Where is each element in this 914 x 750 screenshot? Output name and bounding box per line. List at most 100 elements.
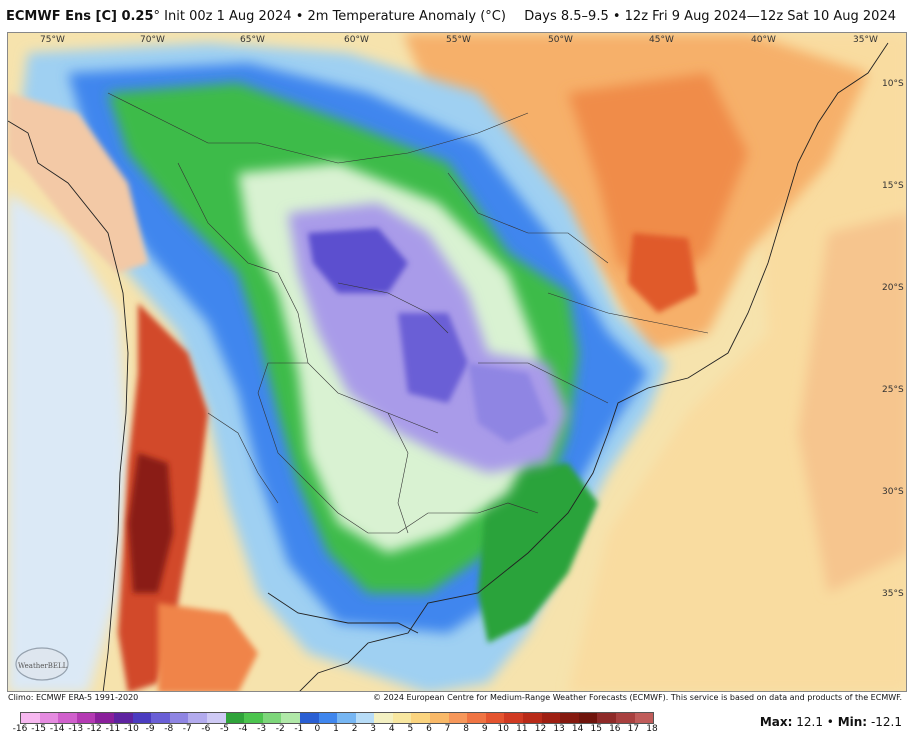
legend-swatch xyxy=(597,713,616,723)
legend-swatch xyxy=(392,713,412,723)
legend-swatch xyxy=(560,713,579,723)
legend-tick-label: 2 xyxy=(351,724,358,734)
legend-tick-label: 13 xyxy=(553,724,565,734)
legend-tick-label: -1 xyxy=(294,724,304,734)
warm-core xyxy=(628,233,698,313)
legend-swatch xyxy=(430,713,449,723)
legend-tick-label: -6 xyxy=(201,724,211,734)
legend-tick-label: 17 xyxy=(627,724,640,734)
legend-swatch xyxy=(151,713,170,723)
max-value: 12.1 xyxy=(796,715,823,729)
max-min-readout: Max: 12.1 • Min: -12.1 xyxy=(759,715,902,729)
legend-swatch xyxy=(281,713,300,723)
legend-color-bar xyxy=(20,712,654,724)
legend-swatch xyxy=(541,713,561,723)
coastline xyxy=(8,42,889,691)
legend-swatch xyxy=(132,713,152,723)
legend-swatch xyxy=(262,713,282,723)
legend-swatch xyxy=(448,713,468,723)
max-label: Max: xyxy=(759,715,793,729)
legend-tick-label: 7 xyxy=(444,724,451,734)
southern-green-tongue xyxy=(478,463,598,643)
map-canvas: 75°W 70°W 65°W 60°W 55°W 50°W 45°W 40°W … xyxy=(8,33,906,691)
legend-swatch xyxy=(76,713,96,723)
legend-tick-label: -5 xyxy=(219,724,229,734)
northeast-brazil-hot xyxy=(568,73,748,293)
header: ECMWF Ens [C] 0.25° Init 00z 1 Aug 2024 … xyxy=(0,0,914,32)
legend-swatch xyxy=(113,713,133,723)
andes-hot-core xyxy=(128,453,173,593)
lon-label: 60°W xyxy=(344,35,369,45)
lat-label: 25°S xyxy=(882,385,904,395)
legend-swatch xyxy=(21,713,40,723)
copyright-note: © 2024 European Centre for Medium-Range … xyxy=(373,693,902,702)
cold-core-central xyxy=(398,313,468,403)
legend-swatch xyxy=(58,713,77,723)
legend-tick-label: 11 xyxy=(516,724,528,734)
legend-tick-label: 5 xyxy=(407,724,414,734)
legend-swatch xyxy=(299,713,319,723)
legend-swatch xyxy=(485,713,505,723)
legend-tick-label: -3 xyxy=(257,724,267,734)
legend-swatch xyxy=(374,713,393,723)
legend-tick-label: 9 xyxy=(481,724,488,734)
min-value: -12.1 xyxy=(870,715,902,729)
legend-tick-label: -11 xyxy=(105,724,121,734)
legend-tick-label: -2 xyxy=(275,724,285,734)
anomaly-map[interactable]: 75°W 70°W 65°W 60°W 55°W 50°W 45°W 40°W … xyxy=(7,32,907,692)
legend-swatch xyxy=(188,713,207,723)
lon-label: 65°W xyxy=(240,35,265,45)
legend-tick-label: 14 xyxy=(571,724,584,734)
logo-text: WeatherBELL xyxy=(18,662,68,670)
credits: Climo: ECMWF ERA-5 1991-2020 © 2024 Euro… xyxy=(0,692,914,704)
legend-tick-label: 0 xyxy=(314,724,321,734)
legend-tick-label: 16 xyxy=(609,724,621,734)
legend-tick-label: 18 xyxy=(646,724,658,734)
legend-tick-label: 12 xyxy=(534,724,547,734)
legend-swatch xyxy=(634,713,654,723)
longitude-labels: 75°W 70°W 65°W 60°W 55°W 50°W 45°W 40°W … xyxy=(40,35,878,45)
min-label: Min: xyxy=(837,715,868,729)
logo-graphic: WeatherBELL xyxy=(15,647,69,681)
lon-label: 70°W xyxy=(140,35,165,45)
climo-note: Climo: ECMWF ERA-5 1991-2020 xyxy=(8,693,139,702)
model-name: ECMWF Ens [C] 0.25 xyxy=(6,9,154,24)
weatherbell-logo: WeatherBELL xyxy=(12,640,88,684)
legend-labels: -16 -15 -14 -13 -12 -11 -10 -9 -8 -7 -6 -5 -4 -3 -2 -1 0… xyxy=(12,724,664,738)
legend-tick-label: -13 xyxy=(68,724,84,734)
legend-swatch xyxy=(467,713,486,723)
lon-label: 45°W xyxy=(649,35,674,45)
cold-core-north xyxy=(308,228,408,293)
legend-tick-label: -8 xyxy=(164,724,174,734)
legend-tick-label: -10 xyxy=(124,724,139,734)
lon-label: 35°W xyxy=(853,35,878,45)
color-legend: -16 -15 -14 -13 -12 -11 -10 -9 -8 -7 -6 -5 -4 -3 -2 -1 0… xyxy=(12,706,664,746)
legend-swatch xyxy=(523,713,542,723)
legend-swatch xyxy=(337,713,356,723)
legend-swatch xyxy=(504,713,524,723)
legend-tick-label: 3 xyxy=(370,724,377,734)
legend-swatch xyxy=(578,713,598,723)
legend-tick-label: 8 xyxy=(463,724,469,734)
map-title: ECMWF Ens [C] 0.25° Init 00z 1 Aug 2024 … xyxy=(6,9,506,24)
legend-tick-label: 1 xyxy=(333,724,339,734)
legend-swatch xyxy=(355,713,375,723)
lat-label: 35°S xyxy=(882,589,904,599)
legend-tick-label: 4 xyxy=(388,724,395,734)
legend-swatch xyxy=(95,713,114,723)
legend-swatch xyxy=(616,713,635,723)
lon-label: 40°W xyxy=(751,35,776,45)
legend-swatch xyxy=(169,713,189,723)
legend-tick-label: -7 xyxy=(182,724,192,734)
legend-tick-label: 10 xyxy=(497,724,510,734)
lat-label: 20°S xyxy=(882,283,904,293)
valid-time: Days 8.5–9.5 • 12z Fri 9 Aug 2024—12z Sa… xyxy=(524,9,896,24)
legend-swatch xyxy=(206,713,226,723)
peru-warm xyxy=(8,93,148,273)
legend-swatch xyxy=(411,713,431,723)
legend-tick-label: 15 xyxy=(590,724,602,734)
legend-swatch xyxy=(225,713,245,723)
legend-tick-label: -16 xyxy=(12,724,28,734)
patagonia-warm xyxy=(158,603,258,691)
lon-label: 50°W xyxy=(548,35,573,45)
